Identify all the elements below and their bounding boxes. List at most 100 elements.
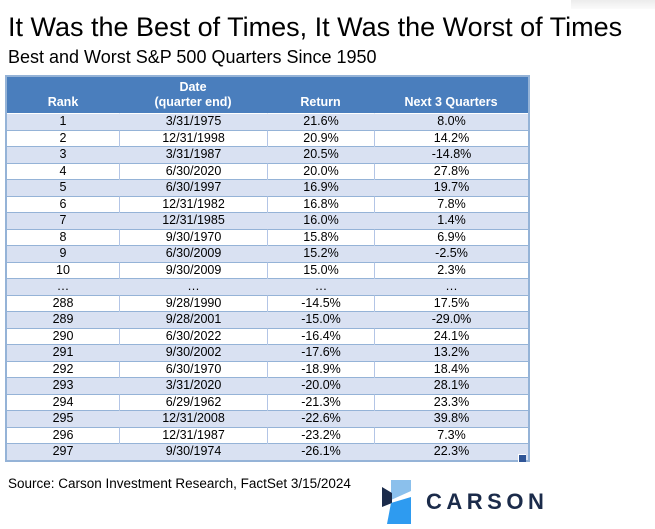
cell: -26.1% — [267, 443, 374, 460]
cell: 6/30/1997 — [119, 179, 267, 196]
cell: 12/31/1987 — [119, 426, 267, 443]
cell: 3 — [7, 146, 119, 163]
cell: 16.8% — [267, 195, 374, 212]
cell: 296 — [7, 426, 119, 443]
cell: 12/31/1982 — [119, 195, 267, 212]
table-row: 290 6/30/2022 -16.4% 24.1% — [7, 327, 528, 344]
table-row: 289 9/28/2001 -15.0% -29.0% — [7, 311, 528, 328]
table-row: 295 12/31/2008 -22.6% 39.8% — [7, 410, 528, 427]
cell: 16.9% — [267, 179, 374, 196]
cell: -17.6% — [267, 344, 374, 361]
cell: 6.9% — [374, 228, 528, 245]
cell: 6/30/2022 — [119, 327, 267, 344]
cell: 2.3% — [374, 261, 528, 278]
cell: 8.0% — [374, 113, 528, 130]
cell: 7.8% — [374, 195, 528, 212]
cell: 9/30/2002 — [119, 344, 267, 361]
cell: 7.3% — [374, 426, 528, 443]
cell: -20.0% — [267, 377, 374, 394]
cell: -29.0% — [374, 311, 528, 328]
selection-fill-handle — [518, 454, 526, 462]
quarters-table: Rank Date (quarter end) Return Next 3 Quart… — [5, 75, 530, 462]
cell: -14.5% — [267, 294, 374, 311]
cell: 1 — [7, 113, 119, 130]
cell: 294 — [7, 393, 119, 410]
table-row: 10 9/30/2009 15.0% 2.3% — [7, 261, 528, 278]
cell: 293 — [7, 377, 119, 394]
cell: 6/30/1970 — [119, 360, 267, 377]
cell: 295 — [7, 410, 119, 427]
carson-logo-wordmark: CARSON — [426, 489, 549, 514]
cell: 9/30/1970 — [119, 228, 267, 245]
screenshot-edge-artifact — [571, 0, 655, 9]
cell: -2.5% — [374, 245, 528, 262]
page-subtitle: Best and Worst S&P 500 Quarters Since 19… — [8, 47, 377, 67]
table-header-row: Rank Date (quarter end) Return Next 3 Quart… — [7, 77, 528, 113]
cell: 6/30/2009 — [119, 245, 267, 262]
cell: … — [119, 278, 267, 295]
table-row: 291 9/30/2002 -17.6% 13.2% — [7, 344, 528, 361]
table-row: ………… — [7, 278, 528, 295]
table-row: 5 6/30/1997 16.9% 19.7% — [7, 179, 528, 196]
column-header: Next 3 Quarters — [374, 77, 528, 113]
cell: 20.9% — [267, 129, 374, 146]
table-row: 7 12/31/1985 16.0% 1.4% — [7, 212, 528, 229]
cell: 288 — [7, 294, 119, 311]
cell: 17.5% — [374, 294, 528, 311]
cell: 1.4% — [374, 212, 528, 229]
table-row: 2 12/31/1998 20.9% 14.2% — [7, 129, 528, 146]
cell: … — [7, 278, 119, 295]
cell: 290 — [7, 327, 119, 344]
cell: 22.3% — [374, 443, 528, 460]
cell: 28.1% — [374, 377, 528, 394]
table-row: 294 6/29/1962 -21.3% 23.3% — [7, 393, 528, 410]
carson-logo-icon — [382, 480, 411, 524]
cell: 3/31/1975 — [119, 113, 267, 130]
cell: 297 — [7, 443, 119, 460]
cell: 2 — [7, 129, 119, 146]
cell: -16.4% — [267, 327, 374, 344]
cell: 5 — [7, 179, 119, 196]
cell: -23.2% — [267, 426, 374, 443]
cell: 9 — [7, 245, 119, 262]
cell: 7 — [7, 212, 119, 229]
cell: 15.2% — [267, 245, 374, 262]
table-row: 4 6/30/2020 20.0% 27.8% — [7, 162, 528, 179]
table-row: 9 6/30/2009 15.2% -2.5% — [7, 245, 528, 262]
cell: 16.0% — [267, 212, 374, 229]
cell: 291 — [7, 344, 119, 361]
cell: -14.8% — [374, 146, 528, 163]
cell: … — [267, 278, 374, 295]
cell: -15.0% — [267, 311, 374, 328]
page-title: It Was the Best of Times, It Was the Wor… — [8, 12, 623, 42]
cell: -22.6% — [267, 410, 374, 427]
cell: 6 — [7, 195, 119, 212]
cell: 9/30/1974 — [119, 443, 267, 460]
cell: 6/29/1962 — [119, 393, 267, 410]
cell: 13.2% — [374, 344, 528, 361]
table-row: 6 12/31/1982 16.8% 7.8% — [7, 195, 528, 212]
cell: 6/30/2020 — [119, 162, 267, 179]
cell: 27.8% — [374, 162, 528, 179]
cell: 3/31/2020 — [119, 377, 267, 394]
cell: -21.3% — [267, 393, 374, 410]
cell: 23.3% — [374, 393, 528, 410]
cell: 18.4% — [374, 360, 528, 377]
column-header: Rank — [7, 77, 119, 113]
cell: 9/28/1990 — [119, 294, 267, 311]
cell: 9/28/2001 — [119, 311, 267, 328]
cell: 14.2% — [374, 129, 528, 146]
table-row: 292 6/30/1970 -18.9% 18.4% — [7, 360, 528, 377]
cell: 9/30/2009 — [119, 261, 267, 278]
table-row: 1 3/31/1975 21.6% 8.0% — [7, 113, 528, 130]
cell: … — [374, 278, 528, 295]
cell: -18.9% — [267, 360, 374, 377]
table-row: 8 9/30/1970 15.8% 6.9% — [7, 228, 528, 245]
table-row: 296 12/31/1987 -23.2% 7.3% — [7, 426, 528, 443]
source-text: Source: Carson Investment Research, Fact… — [8, 476, 351, 491]
column-header: Date (quarter end) — [119, 77, 267, 113]
cell: 24.1% — [374, 327, 528, 344]
cell: 289 — [7, 311, 119, 328]
cell: 21.6% — [267, 113, 374, 130]
cell: 292 — [7, 360, 119, 377]
